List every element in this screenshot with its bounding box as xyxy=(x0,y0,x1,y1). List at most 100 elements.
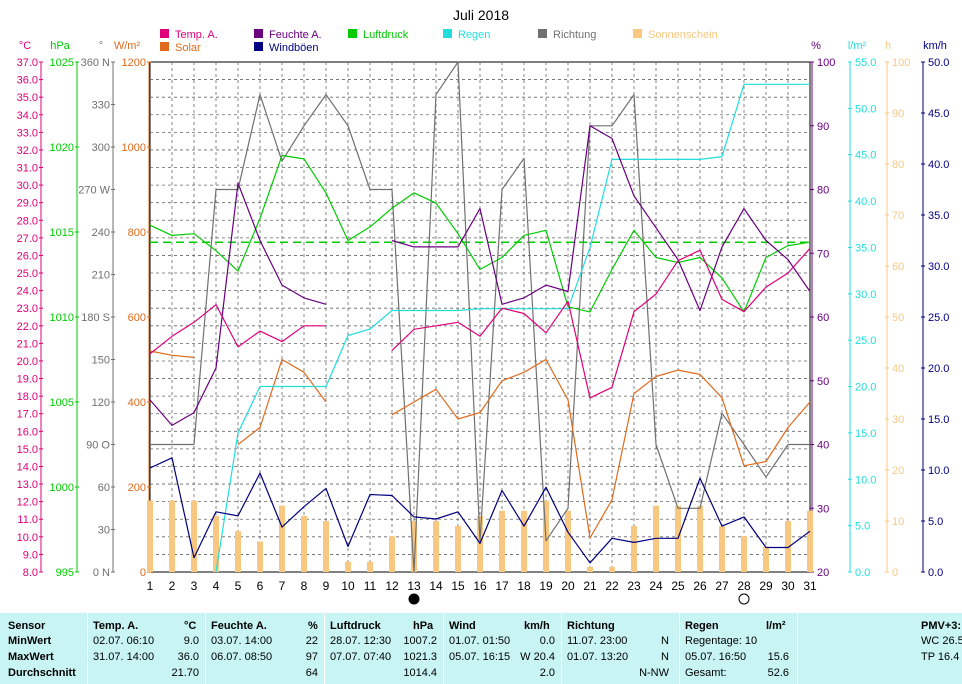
temp-tick-label-22: 22.0 xyxy=(17,321,38,333)
rain-tick-label-25: 25.0 xyxy=(855,335,876,347)
sunshine-bar-day-13 xyxy=(411,521,417,572)
x-tick-label-30: 30 xyxy=(781,579,795,593)
solar-tick-label-400: 400 xyxy=(128,397,146,409)
series-line-luftdruck xyxy=(149,154,811,313)
legend-label-solar: Solar xyxy=(175,42,201,54)
x-tick-label-24: 24 xyxy=(649,579,663,593)
summary-sensor-header: Sensor xyxy=(8,620,46,632)
wind-header: Wind xyxy=(449,620,476,632)
legend-swatch-regen xyxy=(443,29,452,38)
humidity-tick-label-70: 70 xyxy=(817,248,829,260)
pressure-tick-label-1010: 1010 xyxy=(50,312,74,324)
temp-tick-label-16: 16.0 xyxy=(17,426,38,438)
wind-min-value: 0.0 xyxy=(539,635,555,647)
x-tick-label-2: 2 xyxy=(169,579,176,593)
sunshine-bar-day-14 xyxy=(433,521,439,572)
pmv-header: PMV+3: xyxy=(921,620,962,632)
temp-tick-label-14: 14.0 xyxy=(17,461,38,473)
direction-tick-label-0: 0 N xyxy=(93,567,110,579)
temp-tick-label-25: 25.0 xyxy=(17,268,38,280)
sunshine-bar-day-7 xyxy=(279,505,285,572)
sunshine-bar-day-22 xyxy=(609,566,615,572)
direction-max-value: N xyxy=(661,651,669,663)
solar-unit-label: W/m² xyxy=(114,40,141,52)
summary-sensor: Sensor MinWert MaxWert Durchschnitt xyxy=(0,613,87,684)
pressure-max-value: 1021.3 xyxy=(403,651,437,663)
x-tick-label-4: 4 xyxy=(213,579,220,593)
pressure-tick-label-1025: 1025 xyxy=(50,57,74,69)
chart-title: Juli 2018 xyxy=(453,7,509,23)
wind-unit-label: km/h xyxy=(923,40,947,52)
humidity-tick-label-60: 60 xyxy=(817,312,829,324)
pressure-average: 1014.4 xyxy=(403,667,437,679)
chart-axes: 8.0 9.0 10.0 11.0 12.0 13.0 14.0 15.0 16.0 17.0 18… xyxy=(17,40,950,579)
temp-average: 21.70 xyxy=(171,667,199,679)
solar-tick-label-200: 200 xyxy=(128,482,146,494)
temp-tick-label-13: 13.0 xyxy=(17,479,38,491)
humidity-tick-label-20: 20 xyxy=(817,567,829,579)
temp-tick-label-31: 31.0 xyxy=(17,163,38,175)
direction-tick-label-60: 60 xyxy=(98,482,110,494)
summary-temp: Temp. A. °C 02.07. 06:10 9.0 31.07. 14:0… xyxy=(88,613,205,684)
temp-tick-label-10: 10.0 xyxy=(17,532,38,544)
temp-tick-label-9: 9.0 xyxy=(23,549,38,561)
legend-swatch-temp-a xyxy=(160,29,169,38)
direction-header: Richtung xyxy=(567,620,615,632)
sun-tick-label-80: 80 xyxy=(892,159,904,171)
wind-unit: km/h xyxy=(524,620,550,632)
pressure-unit: hPa xyxy=(413,620,434,632)
solar-tick-label-0: 0 xyxy=(140,567,146,579)
temp-min-value: 9.0 xyxy=(183,635,199,647)
sun-unit-label: h xyxy=(885,40,891,52)
temp-tick-label-11: 11.0 xyxy=(17,514,38,526)
humidity-max-date: 06.07. 08:50 xyxy=(211,651,273,663)
temp-min-date: 02.07. 06:10 xyxy=(93,635,155,647)
x-tick-label-28: 28 xyxy=(737,579,751,593)
humidity-tick-label-50: 50 xyxy=(817,376,829,388)
series-line-windb-en xyxy=(149,457,811,564)
x-tick-label-31: 31 xyxy=(803,579,817,593)
series-line-regen xyxy=(215,83,810,573)
temp-tick-label-28: 28.0 xyxy=(17,215,38,227)
x-tick-label-5: 5 xyxy=(235,579,242,593)
wind-tick-label-50: 50.0 xyxy=(928,57,949,69)
x-tick-label-10: 10 xyxy=(341,579,355,593)
sunshine-bar-day-31 xyxy=(807,510,813,572)
summary-avg-label: Durchschnitt xyxy=(8,667,76,679)
legend-swatch-luftdruck xyxy=(348,29,357,38)
legend-swatch-solar xyxy=(160,42,169,51)
pressure-max-date: 07.07. 07:40 xyxy=(330,651,392,663)
legend-label-temp-a: Temp. A. xyxy=(175,29,218,41)
direction-average: N-NW xyxy=(639,667,669,679)
rain-tick-label-55: 55.0 xyxy=(855,57,876,69)
humidity-max-value: 97 xyxy=(305,651,318,663)
sunshine-bar-day-6 xyxy=(257,541,263,572)
x-tick-label-19: 19 xyxy=(539,579,553,593)
direction-tick-label-360: 360 N xyxy=(81,57,110,69)
rain-tick-label-30: 30.0 xyxy=(855,289,876,301)
sun-tick-label-30: 30 xyxy=(892,414,904,426)
temp-tick-label-20: 20.0 xyxy=(17,356,38,368)
wind-tick-label-5: 5.0 xyxy=(928,516,943,528)
x-tick-label-29: 29 xyxy=(759,579,773,593)
sun-tick-label-40: 40 xyxy=(892,363,904,375)
sun-tick-label-70: 70 xyxy=(892,210,904,222)
solar-tick-label-1000: 1000 xyxy=(122,142,146,154)
summary-table: Sensor MinWert MaxWert Durchschnitt Temp… xyxy=(0,613,962,684)
temp-tick-label-15: 15.0 xyxy=(17,444,38,456)
summary-pressure: Luftdruck hPa 28.07. 12:30 1007.2 07.07.… xyxy=(325,613,443,684)
direction-tick-label-240: 240 xyxy=(92,227,110,239)
humidity-tick-label-30: 30 xyxy=(817,503,829,515)
wind-average: 2.0 xyxy=(539,667,555,679)
temp-tick-label-18: 18.0 xyxy=(17,391,38,403)
sunshine-bar-day-30 xyxy=(785,521,791,572)
sun-tick-label-50: 50 xyxy=(892,312,904,324)
summary-wind: Wind km/h 01.07. 01:50 0.0 05.07. 16:15 … xyxy=(444,613,561,684)
x-tick-label-22: 22 xyxy=(605,579,619,593)
sunshine-bar-day-17 xyxy=(499,510,505,572)
pmv-dewpoint: TP 16.4 xyxy=(921,651,960,663)
direction-unit-label: ° xyxy=(99,40,103,52)
temp-max-date: 31.07. 14:00 xyxy=(93,651,155,663)
summary-min-label: MinWert xyxy=(8,635,52,647)
sunshine-bar-day-3 xyxy=(191,500,197,572)
